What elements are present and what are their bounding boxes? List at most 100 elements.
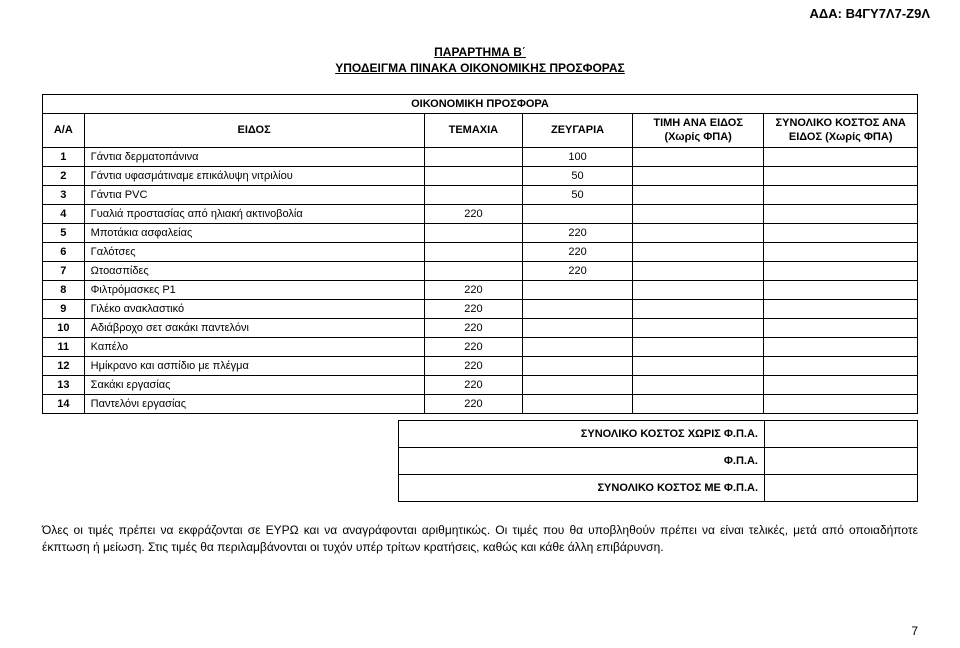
cell-desc: Μποτάκια ασφαλείας bbox=[84, 223, 424, 242]
cell-aa: 4 bbox=[43, 204, 85, 223]
col-header-synoliko: ΣΥΝΟΛΙΚΟ ΚΟΣΤΟΣ ΑΝΑ ΕΙΔΟΣ (Χωρίς ΦΠΑ) bbox=[764, 114, 918, 147]
cell-zeu bbox=[523, 375, 633, 394]
cell-aa: 14 bbox=[43, 394, 85, 413]
cell-aa: 9 bbox=[43, 299, 85, 318]
cell-aa: 12 bbox=[43, 356, 85, 375]
cell-zeu: 50 bbox=[523, 166, 633, 185]
cell-timi bbox=[632, 356, 764, 375]
cell-timi bbox=[632, 166, 764, 185]
cell-desc: Ωτοασπίδες bbox=[84, 261, 424, 280]
col-header-eidos: ΕΙΔΟΣ bbox=[84, 114, 424, 147]
cell-timi bbox=[632, 299, 764, 318]
cell-syn bbox=[764, 261, 918, 280]
table-row: 2 Γάντια υφασμάτιναμε επικάλυψη νιτριλίο… bbox=[43, 166, 918, 185]
cell-tem: 220 bbox=[424, 280, 523, 299]
title-line-1: ΠΑΡΑΡΤΗΜΑ Β΄ bbox=[42, 44, 918, 60]
table-row: 14 Παντελόνι εργασίας 220 bbox=[43, 394, 918, 413]
col-header-temaxia: ΤΕΜΑΧΙΑ bbox=[424, 114, 523, 147]
super-header-cell: ΟΙΚΟΝΟΜΙΚΗ ΠΡΟΣΦΟΡΑ bbox=[43, 95, 918, 114]
cell-aa: 7 bbox=[43, 261, 85, 280]
cell-tem bbox=[424, 166, 523, 185]
totals-label-no-vat: ΣΥΝΟΛΙΚΟ ΚΟΣΤΟΣ ΧΩΡΙΣ Φ.Π.Α. bbox=[399, 420, 765, 447]
cell-tem: 220 bbox=[424, 204, 523, 223]
cell-desc: Φιλτρόμασκες Ρ1 bbox=[84, 280, 424, 299]
cell-aa: 5 bbox=[43, 223, 85, 242]
cell-desc: Αδιάβροχο σετ σακάκι παντελόνι bbox=[84, 318, 424, 337]
totals-row: ΣΥΝΟΛΙΚΟ ΚΟΣΤΟΣ ΜΕ Φ.Π.Α. bbox=[399, 474, 918, 501]
cell-tem bbox=[424, 242, 523, 261]
cell-desc: Παντελόνι εργασίας bbox=[84, 394, 424, 413]
table-row: 3 Γάντια PVC 50 bbox=[43, 185, 918, 204]
totals-table: ΣΥΝΟΛΙΚΟ ΚΟΣΤΟΣ ΧΩΡΙΣ Φ.Π.Α. Φ.Π.Α. ΣΥΝΟ… bbox=[398, 420, 918, 502]
cell-tem bbox=[424, 261, 523, 280]
cell-desc: Γυαλιά προστασίας από ηλιακή ακτινοβολία bbox=[84, 204, 424, 223]
cell-zeu bbox=[523, 337, 633, 356]
totals-value-no-vat bbox=[765, 420, 918, 447]
cell-syn bbox=[764, 375, 918, 394]
cell-aa: 3 bbox=[43, 185, 85, 204]
table-row: 9 Γιλέκο ανακλαστικό 220 bbox=[43, 299, 918, 318]
cell-syn bbox=[764, 318, 918, 337]
table-row: 5 Μποτάκια ασφαλείας 220 bbox=[43, 223, 918, 242]
table-row: 12 Ημίκρανο και ασπίδιο με πλέγμα 220 bbox=[43, 356, 918, 375]
ada-code: ΑΔΑ: Β4ΓΥ7Λ7-Ζ9Λ bbox=[810, 6, 930, 21]
cell-zeu bbox=[523, 299, 633, 318]
cell-desc: Γαλότσες bbox=[84, 242, 424, 261]
cell-syn bbox=[764, 223, 918, 242]
col-header-timi: ΤΙΜΗ ΑΝΑ ΕΙΔΟΣ (Χωρίς ΦΠΑ) bbox=[632, 114, 764, 147]
cell-tem: 220 bbox=[424, 375, 523, 394]
cell-timi bbox=[632, 375, 764, 394]
cell-aa: 10 bbox=[43, 318, 85, 337]
cell-aa: 2 bbox=[43, 166, 85, 185]
cell-tem: 220 bbox=[424, 299, 523, 318]
cell-zeu bbox=[523, 318, 633, 337]
col-header-zeugaria: ΖΕΥΓΑΡΙΑ bbox=[523, 114, 633, 147]
title-block: ΠΑΡΑΡΤΗΜΑ Β΄ ΥΠΟΔΕΙΓΜΑ ΠΙΝΑΚΑ ΟΙΚΟΝΟΜΙΚΗ… bbox=[42, 44, 918, 76]
col-header-aa: Α/Α bbox=[43, 114, 85, 147]
cell-timi bbox=[632, 394, 764, 413]
cell-timi bbox=[632, 337, 764, 356]
cell-timi bbox=[632, 147, 764, 166]
cell-timi bbox=[632, 318, 764, 337]
cell-tem bbox=[424, 185, 523, 204]
table-super-header-row: ΟΙΚΟΝΟΜΙΚΗ ΠΡΟΣΦΟΡΑ bbox=[43, 95, 918, 114]
cell-desc: Γάντια PVC bbox=[84, 185, 424, 204]
table-header-row: Α/Α ΕΙΔΟΣ ΤΕΜΑΧΙΑ ΖΕΥΓΑΡΙΑ ΤΙΜΗ ΑΝΑ ΕΙΔΟ… bbox=[43, 114, 918, 147]
cell-zeu bbox=[523, 280, 633, 299]
cell-aa: 13 bbox=[43, 375, 85, 394]
title-line-2: ΥΠΟΔΕΙΓΜΑ ΠΙΝΑΚΑ ΟΙΚΟΝΟΜΙΚΗΣ ΠΡΟΣΦΟΡΑΣ bbox=[42, 60, 918, 76]
cell-tem bbox=[424, 147, 523, 166]
cell-syn bbox=[764, 147, 918, 166]
cell-aa: 8 bbox=[43, 280, 85, 299]
totals-label-with-vat: ΣΥΝΟΛΙΚΟ ΚΟΣΤΟΣ ΜΕ Φ.Π.Α. bbox=[399, 474, 765, 501]
cell-tem: 220 bbox=[424, 337, 523, 356]
totals-value-with-vat bbox=[765, 474, 918, 501]
cell-desc: Γάντια δερματοπάνινα bbox=[84, 147, 424, 166]
cell-timi bbox=[632, 280, 764, 299]
cell-zeu: 220 bbox=[523, 242, 633, 261]
cell-syn bbox=[764, 166, 918, 185]
table-row: 7 Ωτοασπίδες 220 bbox=[43, 261, 918, 280]
offer-table: ΟΙΚΟΝΟΜΙΚΗ ΠΡΟΣΦΟΡΑ Α/Α ΕΙΔΟΣ ΤΕΜΑΧΙΑ ΖΕ… bbox=[42, 94, 918, 413]
cell-desc: Ημίκρανο και ασπίδιο με πλέγμα bbox=[84, 356, 424, 375]
cell-timi bbox=[632, 261, 764, 280]
cell-tem bbox=[424, 223, 523, 242]
table-row: 4 Γυαλιά προστασίας από ηλιακή ακτινοβολ… bbox=[43, 204, 918, 223]
cell-zeu: 100 bbox=[523, 147, 633, 166]
cell-tem: 220 bbox=[424, 318, 523, 337]
footnote-text: Όλες οι τιμές πρέπει να εκφράζονται σε Ε… bbox=[42, 522, 918, 557]
cell-timi bbox=[632, 185, 764, 204]
totals-row: Φ.Π.Α. bbox=[399, 447, 918, 474]
table-row: 8 Φιλτρόμασκες Ρ1 220 bbox=[43, 280, 918, 299]
document-page: ΑΔΑ: Β4ΓΥ7Λ7-Ζ9Λ ΠΑΡΑΡΤΗΜΑ Β΄ ΥΠΟΔΕΙΓΜΑ … bbox=[0, 0, 960, 648]
page-number: 7 bbox=[911, 624, 918, 638]
cell-syn bbox=[764, 242, 918, 261]
cell-zeu: 220 bbox=[523, 261, 633, 280]
cell-zeu bbox=[523, 204, 633, 223]
cell-zeu: 220 bbox=[523, 223, 633, 242]
table-row: 6 Γαλότσες 220 bbox=[43, 242, 918, 261]
cell-timi bbox=[632, 242, 764, 261]
cell-timi bbox=[632, 223, 764, 242]
cell-syn bbox=[764, 299, 918, 318]
table-row: 1 Γάντια δερματοπάνινα 100 bbox=[43, 147, 918, 166]
